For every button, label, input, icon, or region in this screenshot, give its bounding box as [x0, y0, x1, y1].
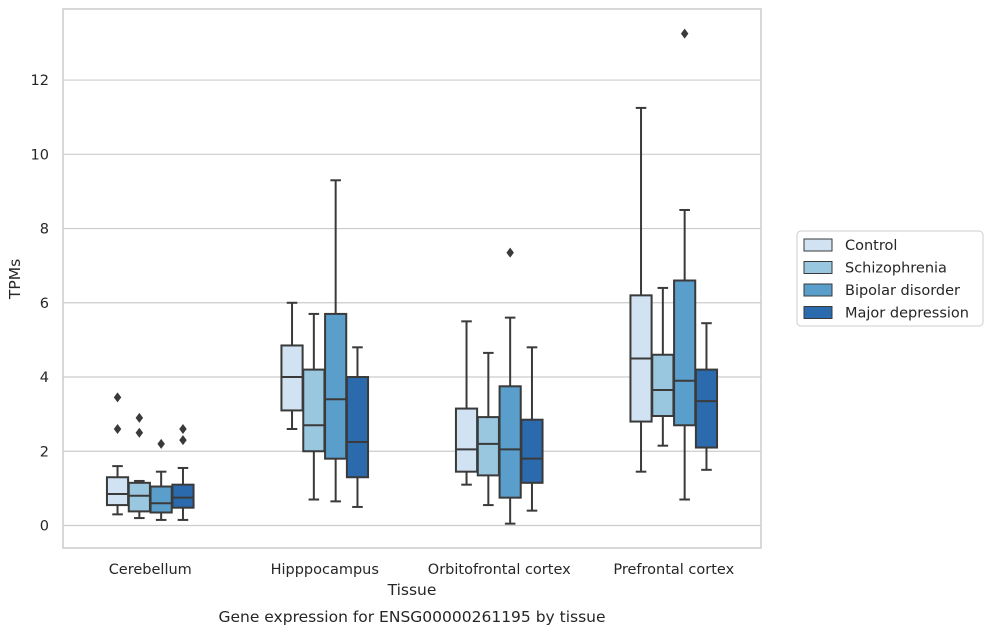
- outlier-point: [179, 435, 187, 446]
- outlier-point: [135, 412, 144, 423]
- box-group: [302, 312, 326, 501]
- legend-swatch: [803, 238, 833, 252]
- y-tick-label: 12: [31, 73, 49, 89]
- grid-lines: [63, 79, 761, 527]
- legend-swatch: [803, 261, 833, 274]
- box: [673, 279, 697, 427]
- legend-frame: [796, 230, 984, 327]
- y-tick-labels: 0 2 4 6 8 10 12: [31, 73, 49, 534]
- box: [345, 376, 370, 479]
- x-tick-label: Cerebellum: [109, 562, 192, 578]
- outlier-point: [157, 438, 165, 449]
- box: [171, 483, 195, 509]
- box: [498, 385, 522, 499]
- box-group: [105, 392, 130, 516]
- outlier-point: [113, 423, 122, 434]
- outlier-point: [179, 423, 187, 434]
- legend-label: Major depression: [845, 306, 969, 322]
- box-group: [454, 320, 479, 486]
- box: [302, 368, 326, 453]
- box-group: [694, 322, 719, 471]
- box: [651, 353, 675, 417]
- box-group: [171, 423, 195, 521]
- box: [520, 418, 544, 484]
- box-group: [629, 106, 653, 473]
- box: [454, 407, 479, 473]
- x-tick-label: Prefrontal cortex: [613, 562, 734, 578]
- y-tick-label: 4: [40, 370, 49, 386]
- y-tick-label: 10: [31, 147, 49, 163]
- box-groups: [105, 28, 719, 525]
- box-group: [345, 346, 370, 508]
- x-tick-label: Orbitofrontal cortex: [428, 562, 571, 578]
- box-group: [498, 247, 522, 525]
- legend-label: Control: [845, 238, 897, 254]
- box: [149, 485, 173, 514]
- outlier-point: [135, 427, 144, 438]
- y-tick-label: 2: [40, 444, 49, 460]
- legend: Control Schizophrenia Bipolar disorder Majo…: [796, 230, 984, 327]
- y-axis-title: TPMs: [6, 259, 24, 300]
- box: [324, 312, 348, 460]
- x-tick-label: Hipppocampus: [271, 562, 379, 578]
- outlier-point: [680, 28, 689, 39]
- plot-frame: [62, 8, 762, 549]
- outlier-point: [506, 247, 514, 258]
- y-tick-label: 0: [40, 519, 49, 535]
- legend-swatch: [803, 306, 833, 319]
- chart-caption: Gene expression for ENSG00000261195 by t…: [218, 608, 605, 626]
- box-group: [324, 179, 348, 503]
- legend-label: Bipolar disorder: [845, 283, 960, 299]
- legend-swatch: [803, 283, 833, 297]
- box: [694, 368, 719, 449]
- box: [127, 481, 151, 513]
- box-group: [673, 28, 697, 501]
- box-group: [127, 412, 151, 520]
- y-tick-label: 8: [40, 222, 49, 238]
- box-group: [651, 286, 675, 447]
- outlier-point: [113, 392, 122, 403]
- box-group: [476, 351, 500, 507]
- x-axis-title: Tissue: [387, 581, 437, 599]
- box: [476, 416, 500, 477]
- y-tick-label: 6: [40, 296, 49, 312]
- box-group: [280, 301, 304, 430]
- box: [105, 476, 130, 507]
- legend-label: Schizophrenia: [845, 261, 947, 277]
- box-group: [520, 346, 544, 512]
- x-tick-labels: Cerebellum Hipppocampus Orbitofrontal cort…: [109, 562, 735, 578]
